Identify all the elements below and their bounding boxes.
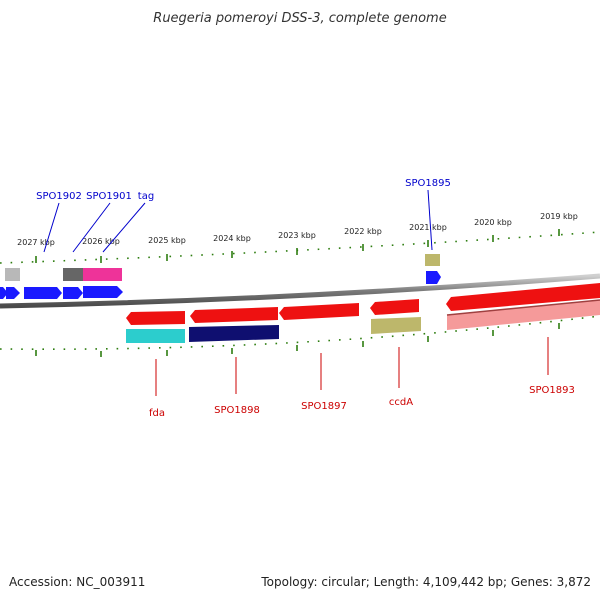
gene-feature-grey-dark[interactable] [63,268,83,281]
gene-label-fda[interactable]: fda [149,408,165,419]
forward-strand-features[interactable] [0,254,441,299]
ruler-label-2022: 2022 kbp [344,227,382,236]
gene-feature-fda-cyan[interactable] [126,329,185,343]
gene-arrow-spo1893[interactable] [446,283,600,311]
gene-arrow-blue-3[interactable] [24,287,62,299]
gene-arrow-blue-5[interactable] [83,286,123,298]
gene-arrow-spo1897[interactable] [279,303,359,320]
gene-label-spo1897[interactable]: SPO1897 [301,401,347,412]
gene-feature-olive[interactable] [425,254,440,266]
ruler-label-2019: 2019 kbp [540,212,578,221]
gene-feature-tag[interactable] [83,268,122,281]
ruler-label-2020: 2020 kbp [474,218,512,227]
reverse-strand-features[interactable] [126,283,600,343]
gene-arrow-blue-4[interactable] [63,287,83,299]
ruler-label-2021: 2021 kbp [409,223,447,232]
ruler-label-2024: 2024 kbp [213,234,251,243]
gene-label-tag[interactable]: tag [138,191,154,202]
gene-label-ccda[interactable]: ccdA [389,397,413,408]
ruler-label-2026: 2026 kbp [82,237,120,246]
gene-feature-spo1893-pink[interactable] [447,300,600,330]
ruler-label-2023: 2023 kbp [278,231,316,240]
gene-label-spo1902[interactable]: SPO1902 [36,191,82,202]
gene-arrow-spo1895[interactable] [426,271,441,284]
gene-arrow-ccda[interactable] [370,299,419,315]
ruler-major-ticks [35,229,560,263]
gene-arrow-spo1898[interactable] [190,307,278,323]
gene-label-spo1901[interactable]: SPO1901 [86,191,132,202]
genome-summary-text: Topology: circular; Length: 4,109,442 bp… [260,575,591,589]
gene-label-spo1895[interactable]: SPO1895 [405,178,451,189]
ruler-label-2027: 2027 kbp [17,238,55,247]
genome-backbone [0,273,600,309]
inner-ruler [0,315,600,357]
gene-feature-spo1898-navy[interactable] [189,325,279,342]
gene-arrow-blue-2[interactable] [6,287,20,299]
map-title: Ruegeria pomeroyi DSS-3, complete genome [153,11,446,26]
forward-label-leaders [43,189,433,253]
gene-label-spo1893[interactable]: SPO1893 [529,385,575,396]
inner-ruler-major-ticks [35,323,560,357]
reverse-label-leaders [155,337,549,396]
accession-text: Accession: NC_003911 [9,575,145,589]
ruler-label-2025: 2025 kbp [148,236,186,245]
gene-feature-ccda-olive[interactable] [371,317,421,334]
outer-ruler: 2027 kbp 2026 kbp 2025 kbp 2024 kbp 2023… [0,212,600,264]
gene-feature-grey-small[interactable] [5,268,20,281]
gene-feature-spo1893-edge [446,299,600,316]
gene-arrow-blue-1[interactable] [0,287,8,299]
gene-label-spo1898[interactable]: SPO1898 [214,405,260,416]
gene-arrow-fda[interactable] [126,311,185,325]
